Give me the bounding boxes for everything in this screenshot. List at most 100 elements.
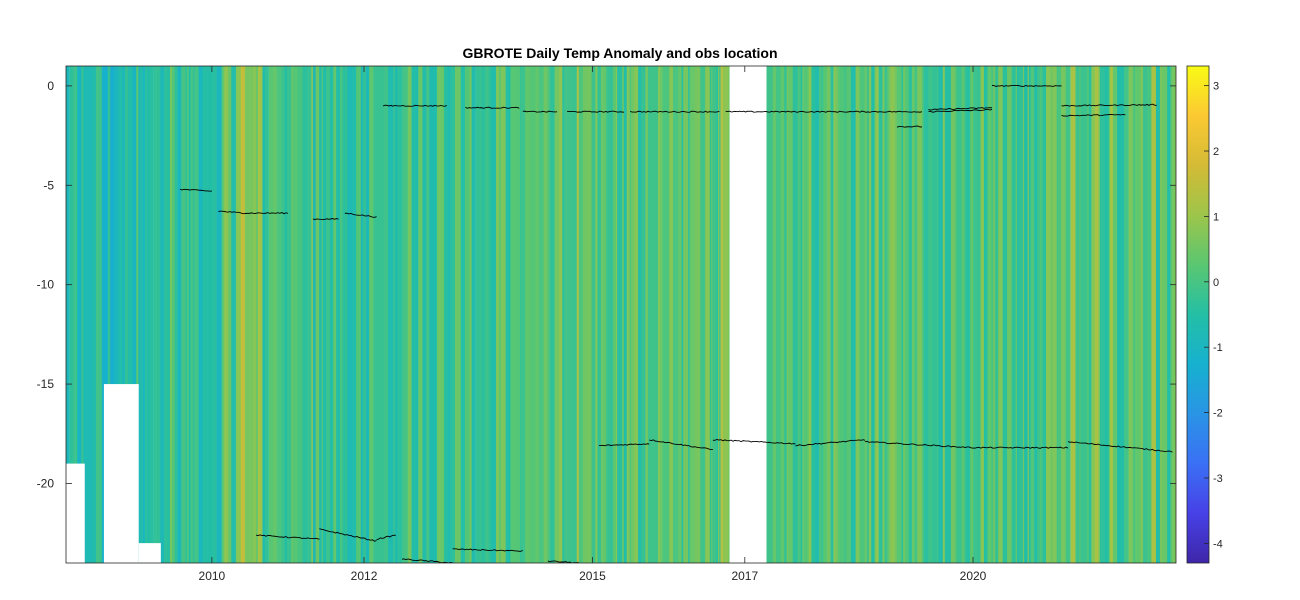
x-tick-label: 2010	[199, 569, 226, 583]
obs-location-line	[598, 443, 650, 447]
anomaly-stripe	[716, 66, 719, 563]
x-tick-label: 2017	[731, 569, 758, 583]
anomaly-stripe	[980, 66, 985, 563]
anomaly-stripe	[170, 66, 173, 563]
anomaly-stripe	[1117, 66, 1121, 563]
anomaly-stripe	[286, 66, 292, 563]
anomaly-stripe	[83, 66, 86, 563]
anomaly-stripe	[179, 66, 182, 563]
anomaly-stripe	[1042, 66, 1047, 563]
anomaly-stripe	[887, 66, 891, 563]
anomaly-stripe	[510, 66, 516, 563]
anomaly-stripe	[440, 66, 443, 563]
anomaly-stripe	[205, 66, 210, 563]
y-tick-label: -15	[37, 377, 55, 391]
anomaly-stripe	[894, 66, 898, 563]
anomaly-stripe	[957, 66, 962, 563]
anomaly-stripe	[311, 66, 314, 563]
anomaly-stripe	[185, 66, 188, 563]
anomaly-stripe	[677, 66, 681, 563]
anomaly-stripe	[540, 66, 543, 563]
anomaly-stripe	[331, 66, 334, 563]
anomaly-stripe	[662, 66, 669, 563]
colorbar-tick-label: -2	[1213, 408, 1223, 420]
anomaly-stripe	[626, 66, 631, 563]
anomaly-stripe	[146, 66, 150, 563]
anomaly-stripe	[101, 66, 105, 563]
anomaly-stripe	[568, 66, 573, 563]
anomaly-stripe	[499, 66, 502, 563]
chart-title: GBROTE Daily Temp Anomaly and obs locati…	[462, 45, 777, 61]
anomaly-stripe	[576, 66, 580, 563]
anomaly-stripe	[638, 66, 642, 563]
obs-location-line	[319, 528, 377, 542]
anomaly-stripe	[808, 66, 812, 563]
anomaly-stripe	[800, 66, 803, 563]
x-tick-label: 2015	[579, 569, 606, 583]
anomaly-stripe	[617, 66, 619, 563]
anomaly-stripe	[322, 66, 327, 563]
obs-location-line	[452, 548, 524, 552]
anomaly-stripe	[964, 66, 967, 563]
anomaly-stripe	[1050, 66, 1053, 563]
anomaly-stripe	[718, 66, 720, 563]
anomaly-stripe	[928, 66, 933, 563]
anomaly-stripe	[344, 66, 348, 563]
anomaly-stripe	[429, 66, 433, 563]
anomaly-stripe	[238, 66, 242, 563]
anomaly-stripe	[1046, 66, 1051, 563]
anomaly-stripe	[264, 66, 270, 563]
anomaly-stripe	[273, 66, 278, 563]
colorbar-tick-label: 3	[1213, 81, 1219, 93]
obs-location-line	[312, 218, 339, 221]
anomaly-stripe	[450, 66, 456, 563]
anomaly-stripe	[1002, 66, 1008, 563]
anomaly-stripe	[138, 66, 141, 563]
anomaly-stripe	[597, 66, 601, 563]
anomaly-stripe	[198, 66, 204, 563]
anomaly-stripe	[107, 66, 111, 563]
anomaly-stripe	[519, 66, 523, 563]
obs-location-line	[928, 107, 992, 111]
anomaly-stripe	[970, 66, 974, 563]
obs-location-line	[649, 439, 713, 451]
anomaly-stripe	[1018, 66, 1024, 563]
anomaly-stripe	[947, 66, 950, 563]
anomaly-stripe	[471, 66, 476, 563]
anomaly-stripe	[874, 66, 876, 563]
anomaly-stripe	[360, 66, 364, 563]
anomaly-stripe	[884, 66, 888, 563]
anomaly-stripe	[373, 66, 376, 563]
colorbar-tick-label: -1	[1213, 342, 1223, 354]
anomaly-stripe	[804, 66, 808, 563]
obs-location-line	[630, 110, 720, 113]
anomaly-stripe	[202, 66, 206, 563]
anomaly-stripe	[973, 66, 978, 563]
anomaly-stripe	[949, 66, 952, 563]
anomaly-stripe	[572, 66, 578, 563]
anomaly-stripe	[850, 66, 857, 563]
anomaly-stripe	[403, 66, 409, 563]
anomaly-stripe	[125, 66, 129, 563]
anomaly-stripe	[578, 66, 584, 563]
anomaly-stripe	[378, 66, 385, 563]
anomaly-stripe	[1142, 66, 1148, 563]
anomaly-stripe	[776, 66, 782, 563]
anomaly-stripe	[1099, 66, 1106, 563]
anomaly-stripe	[395, 66, 397, 563]
anomaly-stripe	[833, 66, 836, 563]
x-tick-label: 2012	[351, 569, 378, 583]
anomaly-stripe	[221, 66, 224, 563]
anomaly-stripe	[672, 66, 679, 563]
anomaly-stripe	[1087, 66, 1090, 563]
anomaly-stripe	[696, 66, 701, 563]
anomaly-stripe	[388, 66, 394, 563]
anomaly-stripe	[86, 66, 90, 563]
anomaly-stripe	[98, 66, 103, 563]
anomaly-stripe	[459, 66, 462, 563]
anomaly-stripe	[66, 66, 71, 563]
anomaly-stripe	[1037, 66, 1041, 563]
anomaly-stripe	[1135, 66, 1138, 563]
anomaly-stripe	[559, 66, 563, 563]
